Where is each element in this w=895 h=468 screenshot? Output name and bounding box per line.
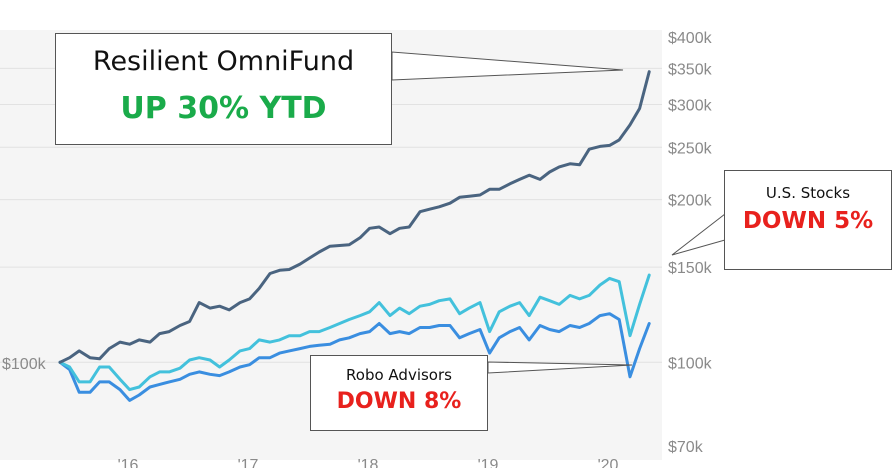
y-tick-label: $100k xyxy=(668,355,713,372)
y-tick-label: $200k xyxy=(668,193,713,210)
series-line-u-s-stocks xyxy=(58,273,651,392)
start-value-label: $100k xyxy=(2,356,47,373)
series-line-robo-advisors xyxy=(58,312,651,402)
us-stocks-callout-performance: DOWN 5% xyxy=(742,208,874,234)
x-tick-label: '16 xyxy=(118,457,139,468)
omnifund-callout-title: Resilient OmniFund xyxy=(92,46,355,77)
robo-advisors-callout-title: Robo Advisors xyxy=(346,366,452,384)
robo-advisors-callout: Robo Advisors DOWN 8% xyxy=(310,355,488,431)
us-stocks-callout: U.S. Stocks DOWN 5% xyxy=(724,170,892,270)
x-axis-ticks: '16 '17 '18 '19 '20 xyxy=(118,457,619,468)
y-tick-label: $350k xyxy=(668,61,713,78)
y-tick-label: $250k xyxy=(668,140,713,157)
x-tick-label: '17 xyxy=(238,457,259,468)
x-tick-label: '18 xyxy=(358,457,379,468)
series-line-resilient-omnifund xyxy=(58,70,651,364)
y-tick-label: $150k xyxy=(668,260,713,277)
omnifund-callout: Resilient OmniFund UP 30% YTD xyxy=(55,33,392,145)
robo-advisors-callout-performance: DOWN 8% xyxy=(336,389,462,414)
x-tick-label: '20 xyxy=(598,457,619,468)
callout-pointers xyxy=(391,51,726,374)
y-axis-ticks: $400k $350k $300k $250k $200k $150k $100k $70k xyxy=(668,30,713,456)
us-stocks-callout-title: U.S. Stocks xyxy=(765,184,851,202)
y-tick-label: $300k xyxy=(668,98,713,115)
y-tick-label: $70k xyxy=(668,439,704,456)
omnifund-callout-performance: UP 30% YTD xyxy=(120,91,327,126)
us-stocks-pointer xyxy=(671,212,726,256)
omnifund-pointer xyxy=(391,51,624,81)
y-tick-label: $400k xyxy=(668,30,713,47)
series-lines xyxy=(58,70,651,402)
robo-pointer xyxy=(487,361,633,374)
x-tick-label: '19 xyxy=(478,457,499,468)
